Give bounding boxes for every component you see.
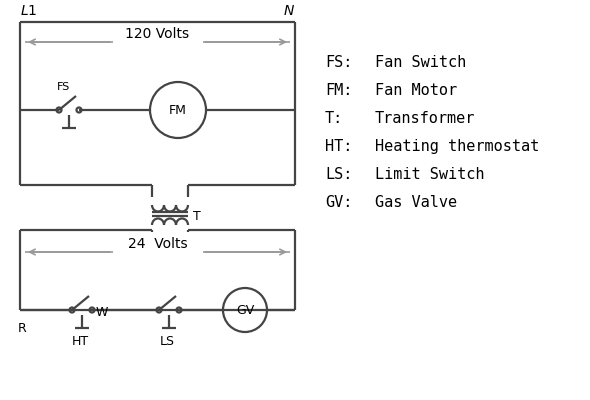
Text: Fan Switch: Fan Switch <box>375 55 466 70</box>
Text: $\it{N}$: $\it{N}$ <box>283 4 295 18</box>
Text: W: W <box>96 306 109 320</box>
Text: Heating thermostat: Heating thermostat <box>375 139 539 154</box>
Text: HT:: HT: <box>325 139 352 154</box>
Text: 24  Volts: 24 Volts <box>127 237 187 251</box>
Text: GV: GV <box>236 304 254 316</box>
Text: Gas Valve: Gas Valve <box>375 195 457 210</box>
Text: Transformer: Transformer <box>375 111 476 126</box>
Text: FM: FM <box>169 104 187 116</box>
Text: HT: HT <box>71 335 88 348</box>
Text: FS: FS <box>57 82 70 92</box>
Text: $\it{L1}$: $\it{L1}$ <box>20 4 37 18</box>
Text: FM:: FM: <box>325 83 352 98</box>
Text: Fan Motor: Fan Motor <box>375 83 457 98</box>
Text: FS:: FS: <box>325 55 352 70</box>
Text: 120 Volts: 120 Volts <box>126 27 189 41</box>
Text: LS:: LS: <box>325 167 352 182</box>
Text: T:: T: <box>325 111 343 126</box>
Text: T: T <box>193 210 201 222</box>
Text: GV:: GV: <box>325 195 352 210</box>
Text: LS: LS <box>159 335 175 348</box>
Text: Limit Switch: Limit Switch <box>375 167 484 182</box>
Text: R: R <box>18 322 27 335</box>
